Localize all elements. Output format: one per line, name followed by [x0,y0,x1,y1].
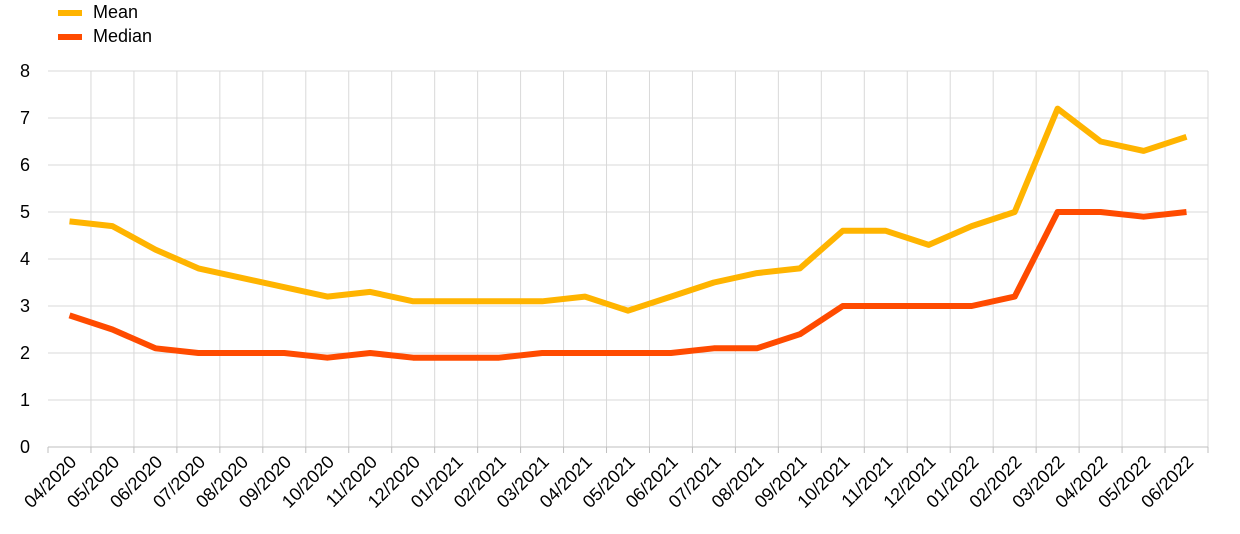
y-tick-label: 0 [20,437,30,457]
series-line-median [68,209,1187,361]
y-tick-label: 8 [20,61,30,81]
y-tick-label: 6 [20,155,30,175]
legend-label-median: Median [93,26,153,46]
legend-swatch-median [58,34,82,40]
y-tick-label: 5 [20,202,30,222]
y-tick-label: 7 [20,108,30,128]
legend-label-mean: Mean [93,2,139,22]
y-tick-label: 3 [20,296,30,316]
series-line-mean [69,105,1188,314]
y-tick-label: 2 [20,343,30,363]
y-tick-label: 4 [20,249,30,269]
y-tick-label: 1 [20,390,30,410]
legend-swatch-mean [58,10,82,16]
